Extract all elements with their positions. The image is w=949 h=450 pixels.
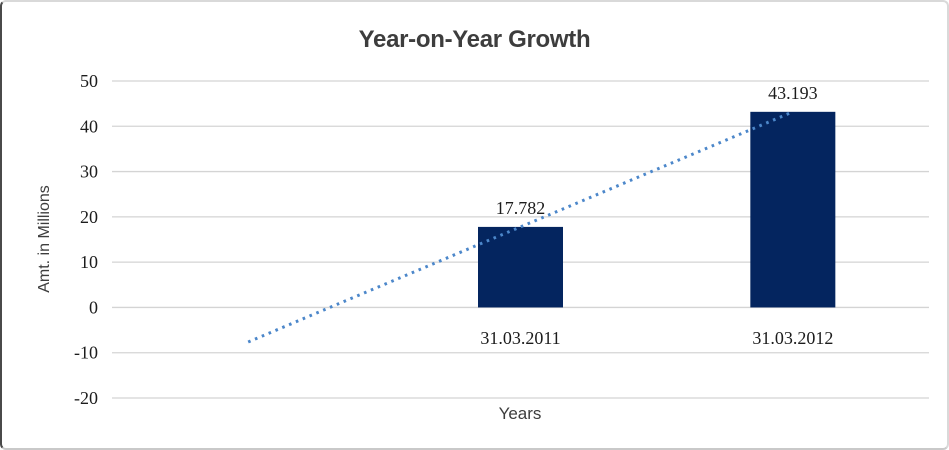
trendline: [247, 110, 794, 344]
y-tick-label: -10: [74, 343, 98, 363]
y-tick-label: 40: [80, 116, 98, 136]
x-category-label: 31.03.2011: [480, 328, 560, 348]
y-tick-label: 10: [80, 252, 98, 272]
y-tick-label: 50: [80, 71, 98, 91]
y-axis-title: Amt. in Millions: [36, 185, 53, 293]
chart-title: Year-on-Year Growth: [358, 26, 591, 53]
y-tick-label: 30: [80, 162, 98, 182]
data-label: 43.193: [768, 83, 818, 103]
data-label: 17.782: [496, 198, 546, 218]
bar: [478, 226, 563, 308]
x-axis-title: Years: [498, 404, 542, 423]
bar: [750, 111, 836, 308]
x-category-label: 31.03.2012: [752, 328, 833, 348]
y-tick-label: -20: [74, 388, 98, 408]
y-tick-label: 0: [89, 297, 98, 317]
y-tick-label: 20: [80, 207, 98, 227]
